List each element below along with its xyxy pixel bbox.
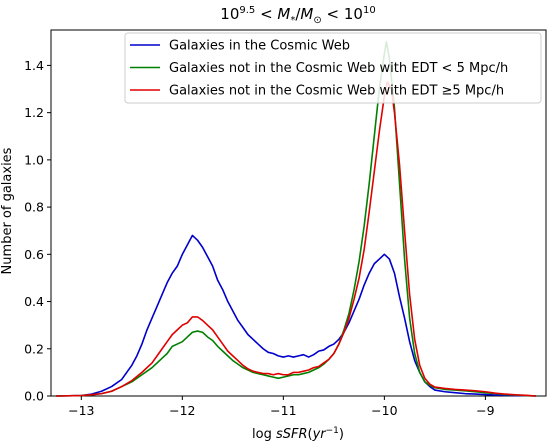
series-line-2 bbox=[56, 41, 536, 397]
y-tick-label: 0.2 bbox=[24, 341, 44, 356]
legend-entry-3: Galaxies not in the Cosmic Web with EDT … bbox=[169, 84, 504, 99]
y-tick-label: 1.0 bbox=[24, 152, 44, 167]
x-tick-label: −10 bbox=[371, 403, 397, 418]
x-tick-label: −12 bbox=[169, 403, 195, 418]
legend-entry-2: Galaxies not in the Cosmic Web with EDT … bbox=[169, 61, 508, 76]
x-tick-label: −9 bbox=[476, 403, 494, 418]
y-tick-label: 1.2 bbox=[24, 105, 44, 120]
x-tick-label: −11 bbox=[270, 403, 296, 418]
y-axis: 0.0 0.2 0.4 0.6 0.8 1.0 1.2 1.4 bbox=[24, 58, 51, 404]
y-tick-label: 1.4 bbox=[24, 58, 44, 73]
x-axis: −13 −12 −11 −10 −9 bbox=[68, 396, 495, 418]
y-tick-label: 0.4 bbox=[24, 294, 44, 309]
legend-box bbox=[124, 32, 542, 104]
legend: Galaxies in the Cosmic Web Galaxies not i… bbox=[124, 32, 542, 104]
chart-title: 109.5 < M*/M⊙ < 1010 bbox=[220, 5, 375, 26]
series-line-3 bbox=[56, 81, 536, 397]
y-axis-label: Number of galaxies bbox=[0, 147, 15, 274]
y-tick-label: 0.6 bbox=[24, 247, 44, 262]
legend-entry-1: Galaxies in the Cosmic Web bbox=[169, 39, 350, 54]
x-axis-label: log sSFR(yr−1) bbox=[252, 426, 344, 442]
y-tick-label: 0.0 bbox=[24, 389, 44, 404]
x-tick-label: −13 bbox=[68, 403, 94, 418]
y-tick-label: 0.8 bbox=[24, 200, 44, 215]
